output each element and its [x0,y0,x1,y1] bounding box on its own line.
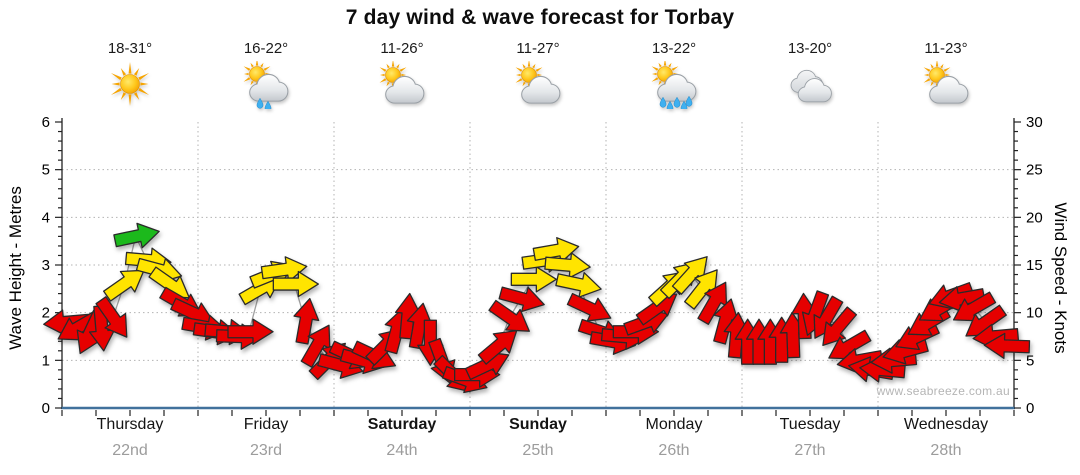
watermark: www.seabreeze.com.au [876,384,1010,398]
day-column-friday: 16-22° [198,40,334,109]
day-date-label: 25th [522,442,554,459]
day-date-label: 27th [794,442,826,459]
wind-arrow [406,302,433,350]
wind-arrow [532,237,580,263]
wind-axis-tick-label: 25 [1026,162,1043,179]
wind-arrow [272,270,319,298]
day-column-wednesday: 11-23° [878,40,1014,109]
day-column-sunday: 11-27° [470,40,606,109]
temp-range-label: 13-22° [651,40,697,57]
weather-icon-sun-cloud-showers [651,61,697,109]
day-name-label: Friday [243,416,289,433]
day-column-thursday: 18-31° [62,40,198,109]
wind-arrow [555,272,602,298]
wind-arrow [684,269,718,310]
wind-axis-tick-label: 5 [1026,352,1034,369]
weather-icon-sun-cloud [515,61,561,104]
wind-axis-tick-label: 30 [1026,114,1043,131]
wind-arrow [697,281,728,325]
wind-arrow [113,222,160,249]
temp-range-label: 11-27° [516,40,560,57]
temp-range-label: 16-22° [243,40,289,57]
wind-axis-tick-label: 0 [1026,400,1034,417]
weather-icon-cloudy [790,69,832,103]
wind-axis-tick-label: 10 [1026,305,1043,322]
day-name-label: Sunday [509,416,567,433]
day-column-saturday: 11-26° [334,40,470,109]
wind-arrow [566,292,612,322]
day-column-monday: 13-22° [606,40,742,109]
wind-arrow [227,318,274,345]
wind-arrow [300,324,331,368]
temp-range-label: 18-31° [107,40,153,57]
wind-arrow [713,298,739,345]
wave-axis-tick-label: 5 [42,162,50,179]
wind-axis-tick-label: 20 [1026,209,1043,226]
day-name-label: Wednesday [903,416,989,433]
weather-icon-sun-cloud [379,61,425,104]
weather-icon-sunny [110,62,150,106]
wind-arrow [813,295,844,339]
day-date-label: 28th [930,442,962,459]
day-name-label: Saturday [367,416,437,433]
wave-axis-tick-label: 2 [42,305,50,322]
day-name-label: Thursday [96,416,164,433]
wave-axis-tick-label: 6 [42,114,50,131]
wave-axis-tick-label: 3 [42,257,50,274]
day-name-label: Monday [645,416,703,433]
wind-arrows-layer [43,222,1031,394]
day-column-tuesday: 13-20° [742,40,878,109]
wind-arrow [488,299,530,332]
wind-arrow [983,332,1031,360]
wind-arrow [822,306,858,347]
day-name-label: Tuesday [779,416,841,433]
day-date-label: 26th [658,442,690,459]
temp-range-label: 13-20° [787,40,833,57]
day-date-label: 24th [386,442,418,459]
day-date-label: 23rd [249,442,283,459]
weather-icon-sun-cloud [923,61,969,104]
wave-axis-tick-label: 4 [42,209,50,226]
wind-arrow [95,296,128,338]
chart-title: 7 day wind & wave forecast for Torbay [345,6,735,29]
wind-arrow [293,297,320,345]
day-date-label: 22nd [112,442,148,459]
wind-arrow [477,329,518,365]
weather-icon-sun-cloud-rain [243,61,289,109]
temp-range-label: 11-23° [924,40,968,57]
wave-axis-tick-label: 0 [42,400,50,417]
wave-axis-tick-label: 1 [42,352,50,369]
wind-arrow [498,286,545,313]
wind-arrow [510,266,557,293]
wind-arrow [544,252,591,279]
wind-arrow [723,311,750,359]
wind-arrow [103,269,145,302]
temp-range-label: 11-26° [380,40,424,57]
wind-axis-tick-label: 15 [1026,257,1043,274]
wind-arrow [671,256,708,295]
wind-arrow [88,304,116,352]
